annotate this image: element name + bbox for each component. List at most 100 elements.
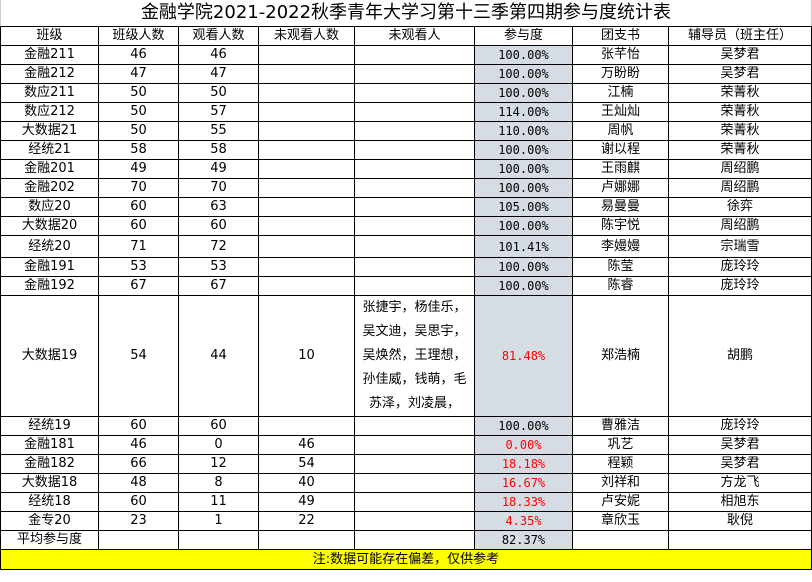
cell-non-viewers[interactable] (258, 102, 355, 122)
cell-non-viewers[interactable] (258, 45, 355, 65)
cell-class-size[interactable]: 53 (98, 257, 179, 277)
cell-class[interactable]: 金融182 (0, 454, 99, 474)
cell-viewers[interactable]: 11 (178, 492, 259, 512)
cell-non-viewers[interactable]: 22 (258, 511, 355, 531)
cell-non-viewers[interactable] (258, 159, 355, 179)
cell-non-viewers[interactable]: 49 (258, 492, 355, 512)
cell-participation-rate[interactable]: 101.41% (474, 235, 573, 258)
cell-counselor[interactable]: 周绍鹏 (668, 159, 812, 179)
cell-league-secretary[interactable]: 王雨麒 (572, 159, 669, 179)
cell-non-viewers[interactable]: 10 (258, 295, 355, 417)
cell-counselor[interactable]: 吴梦君 (668, 45, 812, 65)
cell-participation-rate[interactable]: 100.00% (474, 159, 573, 179)
cell-participation-rate[interactable]: 18.33% (474, 492, 573, 512)
cell-non-viewer-names[interactable] (354, 83, 475, 103)
cell-non-viewer-names[interactable] (354, 435, 475, 455)
cell-league-secretary[interactable]: 陈睿 (572, 276, 669, 296)
header-participation-rate[interactable]: 参与度 (474, 26, 573, 46)
cell-participation-rate[interactable]: 100.00% (474, 416, 573, 436)
cell-class[interactable]: 经统20 (0, 235, 99, 258)
cell-non-viewers[interactable] (258, 121, 355, 141)
cell-viewers[interactable]: 46 (178, 45, 259, 65)
empty-cell[interactable] (178, 530, 259, 550)
cell-league-secretary[interactable]: 刘祥和 (572, 473, 669, 493)
cell-non-viewers[interactable]: 40 (258, 473, 355, 493)
cell-class[interactable]: 金融181 (0, 435, 99, 455)
cell-non-viewer-names[interactable] (354, 64, 475, 84)
cell-counselor[interactable]: 耿倪 (668, 511, 812, 531)
cell-non-viewer-names[interactable] (354, 511, 475, 531)
cell-counselor[interactable]: 荣菁秋 (668, 83, 812, 103)
cell-viewers[interactable]: 67 (178, 276, 259, 296)
cell-class-size[interactable]: 60 (98, 416, 179, 436)
cell-league-secretary[interactable]: 谢以程 (572, 140, 669, 160)
cell-non-viewers[interactable] (258, 140, 355, 160)
cell-counselor[interactable]: 荣菁秋 (668, 121, 812, 141)
cell-counselor[interactable]: 周绍鹏 (668, 178, 812, 198)
cell-participation-rate[interactable]: 105.00% (474, 197, 573, 217)
cell-class-size[interactable]: 48 (98, 473, 179, 493)
cell-class[interactable]: 大数据18 (0, 473, 99, 493)
cell-class[interactable]: 金融212 (0, 64, 99, 84)
cell-viewers[interactable]: 49 (178, 159, 259, 179)
cell-counselor[interactable]: 吴梦君 (668, 64, 812, 84)
cell-counselor[interactable]: 吴梦君 (668, 435, 812, 455)
cell-viewers[interactable]: 57 (178, 102, 259, 122)
cell-participation-rate[interactable]: 0.00% (474, 435, 573, 455)
cell-class-size[interactable]: 67 (98, 276, 179, 296)
cell-viewers[interactable]: 8 (178, 473, 259, 493)
cell-class[interactable]: 大数据19 (0, 295, 99, 417)
cell-counselor[interactable]: 庞玲玲 (668, 257, 812, 277)
cell-class[interactable]: 经统19 (0, 416, 99, 436)
cell-viewers[interactable]: 58 (178, 140, 259, 160)
cell-league-secretary[interactable]: 李嫚嫚 (572, 235, 669, 258)
cell-league-secretary[interactable]: 王灿灿 (572, 102, 669, 122)
cell-participation-rate[interactable]: 100.00% (474, 64, 573, 84)
cell-league-secretary[interactable]: 周帆 (572, 121, 669, 141)
cell-participation-rate[interactable]: 18.18% (474, 454, 573, 474)
cell-non-viewer-names[interactable] (354, 159, 475, 179)
cell-counselor[interactable]: 周绍鹏 (668, 216, 812, 236)
cell-class-size[interactable]: 58 (98, 140, 179, 160)
sheet-title[interactable]: 金融学院2021-2022秋季青年大学习第十三季第四期参与度统计表 (0, 0, 812, 27)
cell-non-viewer-names[interactable] (354, 473, 475, 493)
cell-class[interactable]: 经统18 (0, 492, 99, 512)
cell-league-secretary[interactable]: 陈宇悦 (572, 216, 669, 236)
cell-class-size[interactable]: 46 (98, 45, 179, 65)
cell-class-size[interactable]: 23 (98, 511, 179, 531)
cell-class-size[interactable]: 47 (98, 64, 179, 84)
cell-class-size[interactable]: 49 (98, 159, 179, 179)
cell-non-viewer-names[interactable] (354, 45, 475, 65)
cell-counselor[interactable]: 荣菁秋 (668, 140, 812, 160)
cell-class[interactable]: 数应211 (0, 83, 99, 103)
cell-viewers[interactable]: 63 (178, 197, 259, 217)
cell-viewers[interactable]: 1 (178, 511, 259, 531)
cell-class[interactable]: 金融192 (0, 276, 99, 296)
header-counselor[interactable]: 辅导员（班主任） (668, 26, 812, 46)
cell-participation-rate[interactable]: 100.00% (474, 140, 573, 160)
cell-non-viewer-names[interactable] (354, 416, 475, 436)
header-class-size[interactable]: 班级人数 (98, 26, 179, 46)
cell-viewers[interactable]: 47 (178, 64, 259, 84)
cell-league-secretary[interactable]: 易曼曼 (572, 197, 669, 217)
cell-viewers[interactable]: 53 (178, 257, 259, 277)
cell-class[interactable]: 数应212 (0, 102, 99, 122)
cell-non-viewers[interactable] (258, 235, 355, 258)
cell-league-secretary[interactable]: 曹雅洁 (572, 416, 669, 436)
cell-non-viewers[interactable] (258, 83, 355, 103)
cell-class[interactable]: 金融202 (0, 178, 99, 198)
header-viewers[interactable]: 观看人数 (178, 26, 259, 46)
cell-non-viewer-names[interactable] (354, 235, 475, 258)
cell-league-secretary[interactable]: 张芊怡 (572, 45, 669, 65)
cell-counselor[interactable]: 徐弈 (668, 197, 812, 217)
cell-non-viewer-names[interactable] (354, 216, 475, 236)
cell-non-viewer-names[interactable] (354, 257, 475, 277)
cell-league-secretary[interactable]: 程颖 (572, 454, 669, 474)
empty-cell[interactable] (354, 530, 475, 550)
cell-participation-rate[interactable]: 114.00% (474, 102, 573, 122)
cell-non-viewers[interactable]: 54 (258, 454, 355, 474)
cell-class-size[interactable]: 54 (98, 295, 179, 417)
cell-non-viewer-names[interactable] (354, 454, 475, 474)
cell-non-viewer-names[interactable] (354, 140, 475, 160)
cell-counselor[interactable]: 荣菁秋 (668, 102, 812, 122)
